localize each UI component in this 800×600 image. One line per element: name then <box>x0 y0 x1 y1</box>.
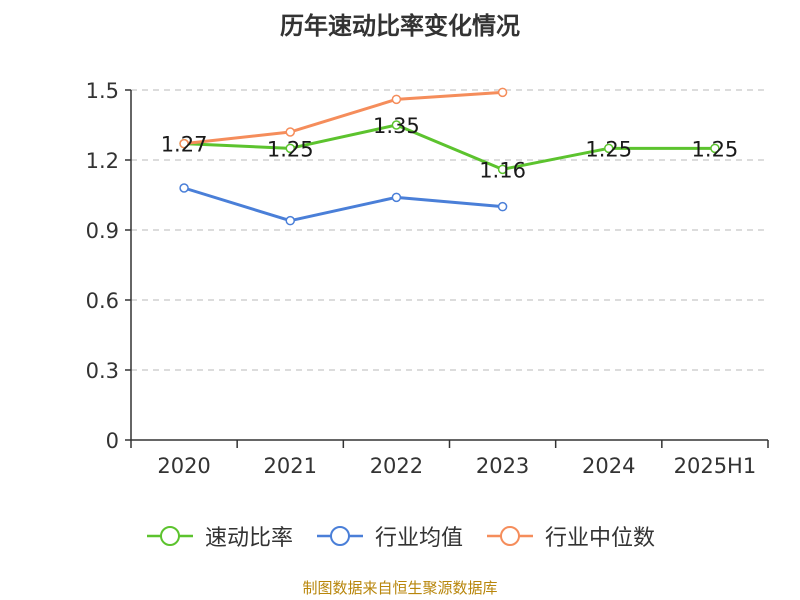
data-point <box>391 192 402 203</box>
data-label: 1.25 <box>267 137 314 161</box>
data-point <box>604 143 614 154</box>
series-line <box>183 90 503 146</box>
data-point <box>391 94 402 105</box>
data-labels: 1.27 1.25 1.35 1.16 1.25 1.25 <box>161 114 739 182</box>
data-label: 1.16 <box>479 158 526 182</box>
data-point <box>497 164 508 175</box>
y-tick-label: 0.3 <box>86 359 119 383</box>
legend-item[interactable]: 速动比率 <box>145 520 293 552</box>
data-point <box>285 127 295 137</box>
data-point <box>285 143 295 154</box>
data-label: 1.35 <box>373 114 420 138</box>
y-tick-label: 0 <box>106 429 119 453</box>
grid-lines <box>131 89 768 371</box>
x-tick-label: 2022 <box>370 454 423 478</box>
legend-label: 行业中位数 <box>545 526 656 551</box>
data-point <box>710 143 720 154</box>
legend: 速动比率 行业均值 行业中位数 <box>0 520 800 552</box>
data-point <box>391 120 402 130</box>
data-point <box>497 87 508 98</box>
x-tick-label: 2024 <box>582 454 635 478</box>
data-point <box>179 138 189 149</box>
legend-item[interactable]: 行业中位数 <box>485 520 655 552</box>
data-point <box>179 183 189 193</box>
legend-swatch-icon <box>316 526 363 546</box>
y-tick-label: 1.2 <box>86 149 119 173</box>
y-tick-label: 0.9 <box>86 219 119 243</box>
legend-swatch-icon <box>487 526 533 546</box>
source-note: 制图数据来自恒生聚源数据库 <box>302 579 498 597</box>
data-label: 1.25 <box>692 137 739 161</box>
y-tick-label: 0.6 <box>86 289 119 313</box>
chart-title: 历年速动比率变化情况 <box>280 12 520 40</box>
x-tick-label: 2020 <box>157 454 210 478</box>
legend-item[interactable]: 行业均值 <box>315 520 463 552</box>
x-tick-label: 2021 <box>264 454 317 478</box>
legend-label: 速动比率 <box>204 526 293 551</box>
series-line <box>184 123 715 171</box>
data-label: 1.25 <box>585 137 632 161</box>
axes: 0 0.3 0.6 0.9 1.2 1.5 2020 2021 2022 2023 2024 2025… <box>86 79 769 478</box>
y-tick-label: 1.5 <box>86 79 119 103</box>
data-label: 1.27 <box>161 133 208 157</box>
series-lines <box>179 87 720 226</box>
legend-swatch-icon <box>146 526 193 546</box>
legend-label: 行业均值 <box>374 526 463 551</box>
data-point <box>497 201 508 212</box>
data-point <box>285 215 295 226</box>
x-tick-label: 2023 <box>476 454 529 478</box>
x-tick-label: 2025H1 <box>674 454 757 478</box>
series-line <box>183 186 503 223</box>
